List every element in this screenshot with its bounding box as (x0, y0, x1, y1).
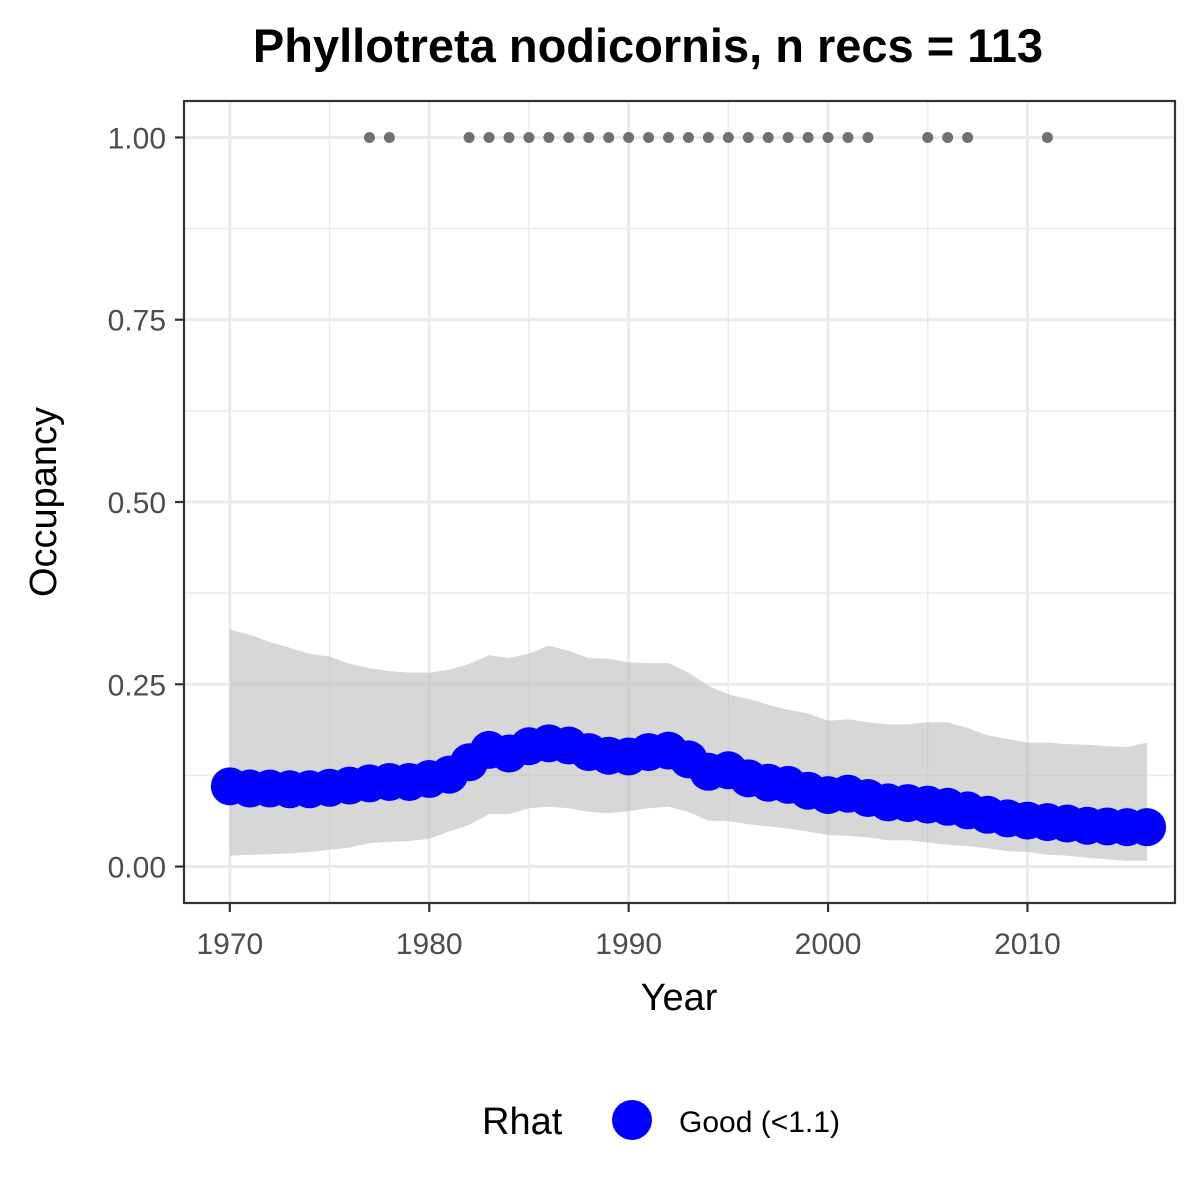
record-point (383, 131, 395, 143)
legend-label-good: Good (<1.1) (679, 1106, 840, 1139)
record-point (962, 131, 974, 143)
legend-key-good (612, 1100, 652, 1140)
x-tick-label: 1970 (196, 928, 263, 961)
y-tick-label: 0.50 (108, 487, 166, 520)
legend: Rhat Good (<1.1) (482, 1100, 840, 1143)
x-axis: 1970 1980 1990 2000 2010 (196, 903, 1061, 961)
record-point (862, 131, 874, 143)
y-tick-label: 0.25 (108, 669, 166, 702)
y-axis: 0.00 0.25 0.50 0.75 1.00 (108, 122, 184, 885)
record-point (543, 131, 555, 143)
record-point (503, 131, 515, 143)
record-point (682, 131, 694, 143)
x-tick-label: 2010 (994, 928, 1061, 961)
record-point (702, 131, 714, 143)
y-tick-label: 1.00 (108, 122, 166, 155)
x-tick-label: 1990 (595, 928, 662, 961)
record-points-layer (363, 131, 1053, 143)
record-point (722, 131, 734, 143)
record-point (563, 131, 575, 143)
legend-title: Rhat (482, 1101, 563, 1143)
x-axis-title: Year (641, 977, 718, 1019)
record-point (643, 131, 655, 143)
record-point (603, 131, 615, 143)
record-point (523, 131, 535, 143)
record-point (483, 131, 495, 143)
record-point (623, 131, 635, 143)
y-axis-title: Occupancy (23, 407, 65, 597)
record-point (363, 131, 375, 143)
record-point (842, 131, 854, 143)
x-tick-label: 1980 (396, 928, 463, 961)
record-point (663, 131, 675, 143)
record-point (762, 131, 774, 143)
record-point (782, 131, 794, 143)
y-tick-label: 0.00 (108, 852, 166, 885)
record-point (742, 131, 754, 143)
record-point (802, 131, 814, 143)
chart-title: Phyllotreta nodicornis, n recs = 113 (253, 19, 1043, 72)
x-tick-label: 2000 (795, 928, 862, 961)
occupancy-points-layer (210, 724, 1167, 847)
record-point (922, 131, 934, 143)
record-point (942, 131, 954, 143)
record-point (1041, 131, 1053, 143)
record-point (822, 131, 834, 143)
record-point (463, 131, 475, 143)
record-point (583, 131, 595, 143)
y-tick-label: 0.75 (108, 305, 166, 338)
occupancy-point (1128, 808, 1167, 847)
